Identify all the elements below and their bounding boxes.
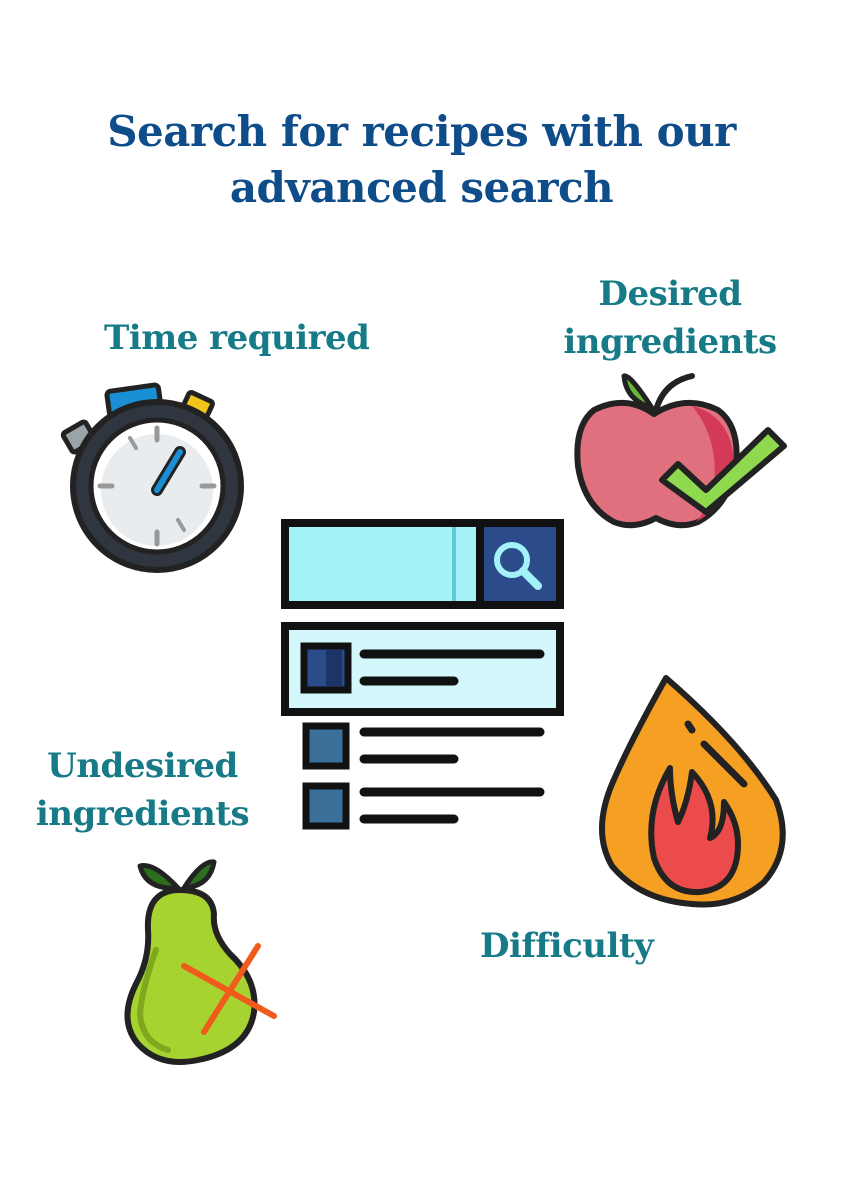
- search-icon: [494, 542, 542, 590]
- apple-check-icon: [574, 373, 787, 529]
- desired-ingredients-line1: Desired: [598, 274, 743, 314]
- undesired-ingredients-label: Undesired ingredients: [30, 742, 255, 838]
- page-title-line2: advanced search: [229, 163, 614, 212]
- undesired-ingredients-line1: Undesired: [47, 746, 238, 786]
- desired-ingredients-label: Desired ingredients: [560, 270, 780, 366]
- search-filter-icon: [281, 519, 564, 830]
- pear-cross-icon: [124, 859, 277, 1065]
- stopwatch-icon: [60, 382, 244, 573]
- undesired-ingredients-line2: ingredients: [35, 794, 250, 834]
- time-required-label: Time required: [104, 318, 370, 358]
- page-title: Search for recipes with our advanced sea…: [0, 104, 843, 216]
- page-title-line1: Search for recipes with our: [107, 107, 736, 156]
- difficulty-label: Difficulty: [480, 926, 654, 966]
- flame-icon: [599, 675, 786, 908]
- desired-ingredients-line2: ingredients: [563, 322, 777, 362]
